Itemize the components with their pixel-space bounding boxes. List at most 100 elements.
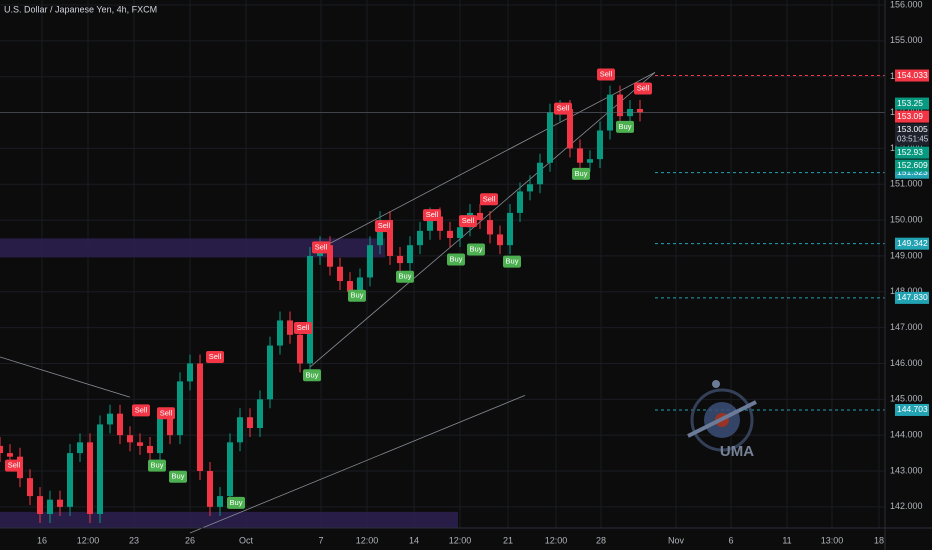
level-tag (895, 69, 929, 82)
level-label: 144.703 (897, 404, 928, 414)
signal-label: Buy (470, 244, 483, 253)
level-label: 154.033 (897, 70, 928, 80)
chart-title: U.S. Dollar / Japanese Yen, 4h, FXCM (4, 4, 157, 14)
candle-body (637, 108, 643, 113)
candle-body (337, 266, 343, 282)
candle-body (67, 453, 73, 507)
x-tick-label: 12:00 (545, 535, 568, 545)
candle-body (0, 445, 3, 454)
y-tick-label: 145.000 (890, 394, 923, 404)
zone (0, 511, 458, 528)
signal-tag (148, 459, 166, 472)
signal-label: Buy (619, 122, 632, 131)
candle-body (347, 281, 353, 292)
signal-label: Sell (637, 84, 650, 93)
candle-body (87, 442, 93, 515)
y-tick-label: 144.000 (890, 430, 923, 440)
signal-label: Sell (557, 104, 570, 113)
signal-label: Sell (315, 242, 328, 251)
signal-tag (132, 404, 150, 417)
candle-body (377, 220, 383, 246)
price-tag (895, 146, 929, 159)
signal-label: Buy (172, 472, 185, 481)
signal-tag (396, 270, 414, 283)
candle-body (57, 499, 63, 507)
x-tick-label: 7 (318, 535, 323, 545)
candle-body (447, 230, 453, 239)
signal-label: Sell (297, 323, 310, 332)
candle-body (407, 245, 413, 264)
x-tick-label: 28 (596, 535, 606, 545)
candle-body (267, 345, 273, 400)
trendline (189, 395, 526, 534)
candle-body (157, 417, 163, 454)
x-tick-label: Oct (239, 535, 254, 545)
candle-body (387, 220, 393, 256)
candle-body (457, 227, 463, 239)
signal-tag (616, 120, 634, 133)
signal-label: Sell (378, 221, 391, 230)
candle-body (487, 220, 493, 235)
y-tick-label: 148.000 (890, 286, 923, 296)
signal-tag (169, 470, 187, 483)
uma-logo: UMA (687, 380, 757, 460)
y-tick-label: 146.000 (890, 358, 923, 368)
candle-body (297, 334, 303, 364)
candle-body (357, 277, 363, 292)
candle-body (37, 496, 43, 515)
signal-label: Sell (600, 70, 613, 79)
signal-label: Sell (426, 210, 439, 219)
logo-text: UMA (720, 443, 754, 460)
candle-body (147, 445, 153, 454)
candle-body (397, 255, 403, 264)
candle-body (547, 112, 553, 163)
x-tick-label: 16 (37, 535, 47, 545)
level-tag (895, 403, 929, 416)
signal-tag (503, 255, 521, 268)
candle-body (7, 453, 13, 457)
candle-body (97, 424, 103, 515)
candle-body (207, 471, 213, 507)
x-tick-label: Nov (668, 535, 685, 545)
candle-body (527, 184, 533, 192)
price-tag-label: 153.25 (897, 98, 923, 108)
signal-tag (206, 351, 224, 364)
signal-tag (312, 241, 330, 254)
x-tick-label: 11 (782, 535, 791, 545)
signal-label: Buy (399, 272, 412, 281)
candle-body (117, 413, 123, 436)
logo-dot (712, 380, 720, 388)
signal-label: Buy (506, 257, 519, 266)
signal-label: Sell (483, 194, 496, 203)
candle-body (177, 381, 183, 436)
y-tick-label: 151.000 (890, 179, 923, 189)
candle-body (217, 496, 223, 507)
price-tag (895, 123, 929, 146)
signal-label: Sell (462, 216, 475, 225)
logo-bar (687, 400, 757, 438)
signal-label: Buy (230, 498, 243, 507)
y-tick-label: 149.000 (890, 250, 923, 260)
x-tick-label: 12:00 (356, 535, 379, 545)
level-tag (895, 291, 929, 304)
candle-body (577, 148, 583, 163)
x-tick-label: 21 (503, 535, 513, 545)
zone (0, 238, 385, 258)
y-tick-label: 156.000 (890, 0, 923, 9)
y-tick-label: 155.000 (890, 35, 923, 45)
x-tick-label: 13:00 (821, 535, 844, 545)
signal-label: Buy (351, 291, 364, 300)
signal-label: Sell (8, 461, 21, 470)
price-tag (895, 159, 929, 172)
candle-body (617, 94, 623, 117)
candle-body (187, 363, 193, 382)
candle-body (327, 245, 333, 267)
candle-body (197, 363, 203, 472)
x-tick-label: 26 (185, 535, 195, 545)
candle-body (367, 245, 373, 278)
candle-body (537, 162, 543, 185)
candle-body (567, 108, 573, 149)
candle-body (107, 413, 113, 425)
